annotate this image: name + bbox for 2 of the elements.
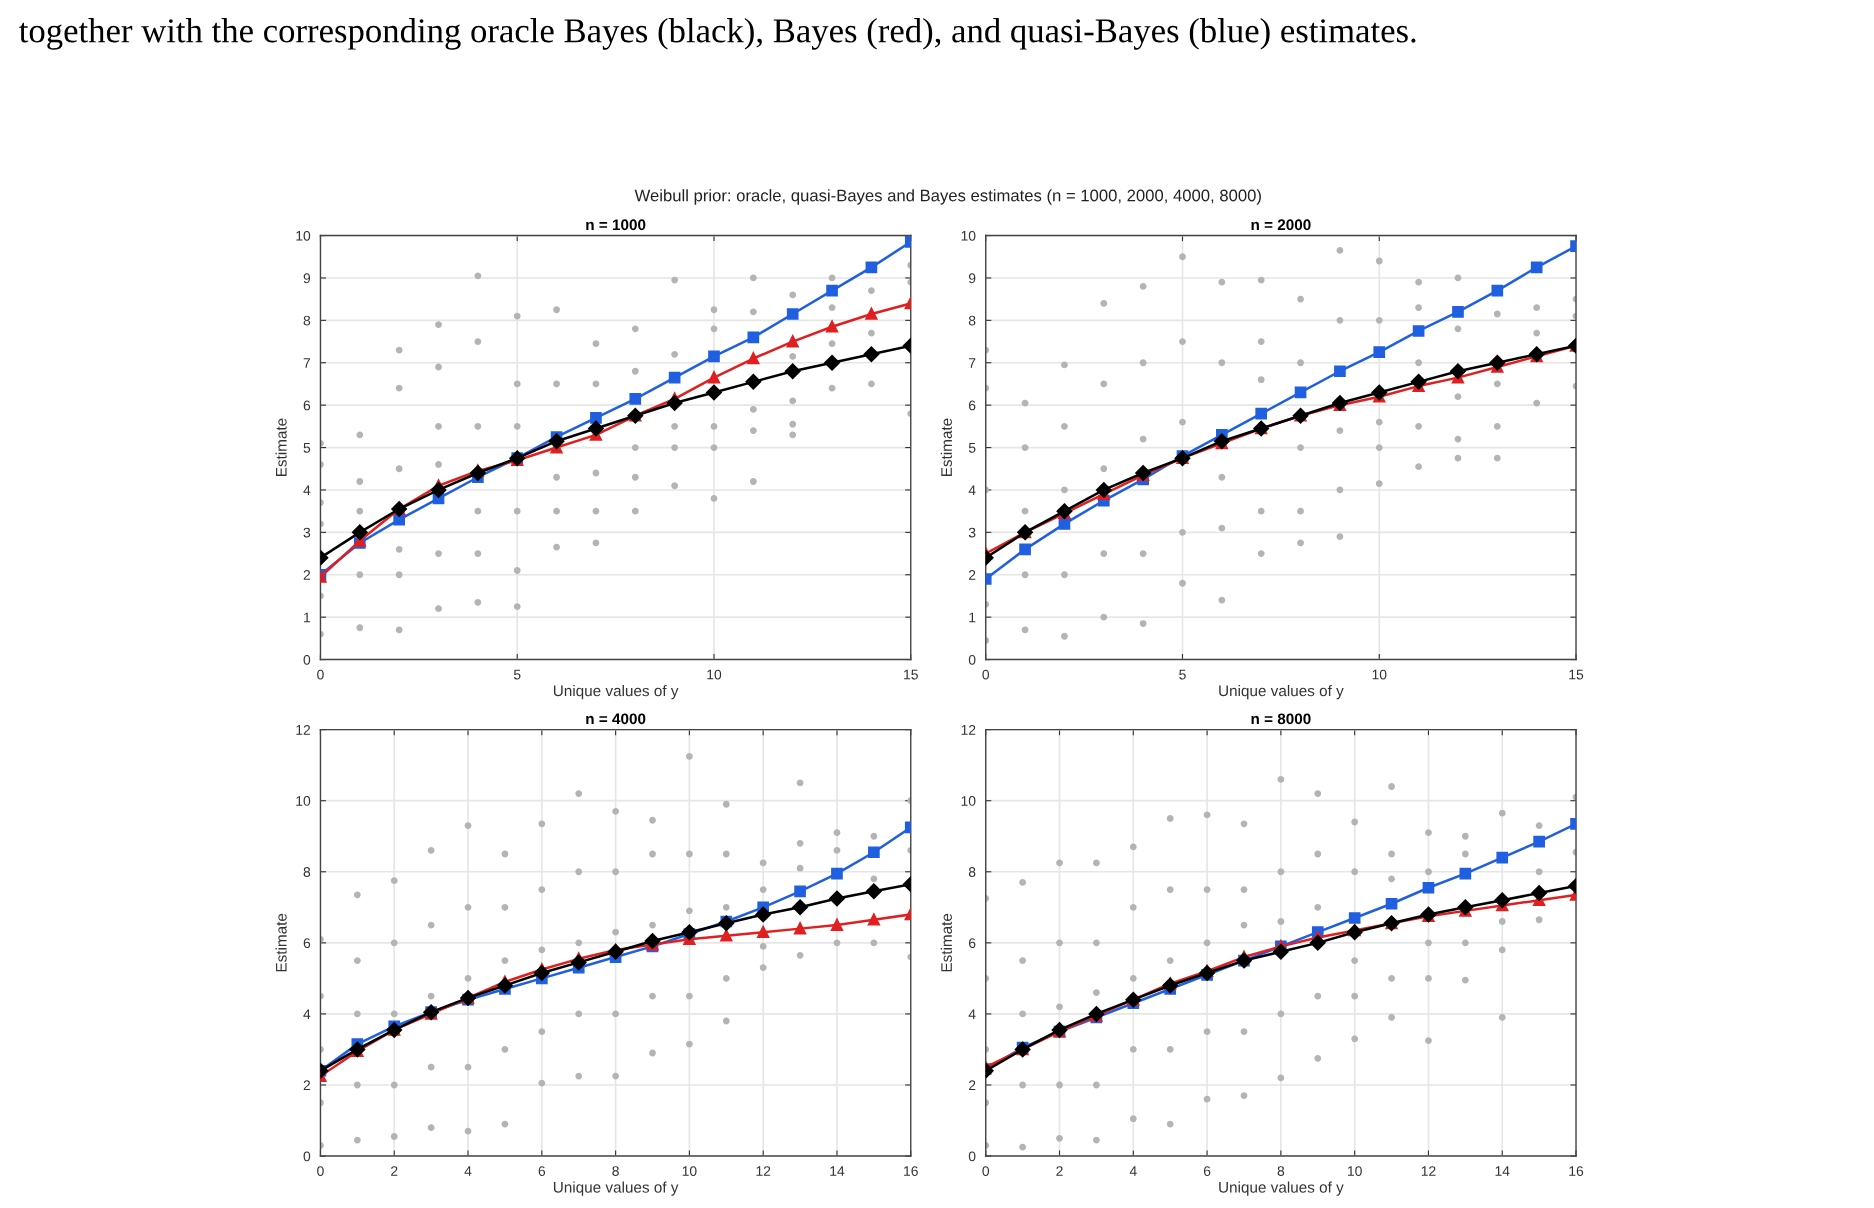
text: together with the corresponding oracle Bayes (black), Bayes (red), and quasi-Bayes (blue) estimates. — [19, 18, 1416, 50]
text: Weibull prior: oracle, quasi-Bayes and Bayes estimates (n = 1000, 2000, 4000, 8000) — [634, 189, 1261, 205]
